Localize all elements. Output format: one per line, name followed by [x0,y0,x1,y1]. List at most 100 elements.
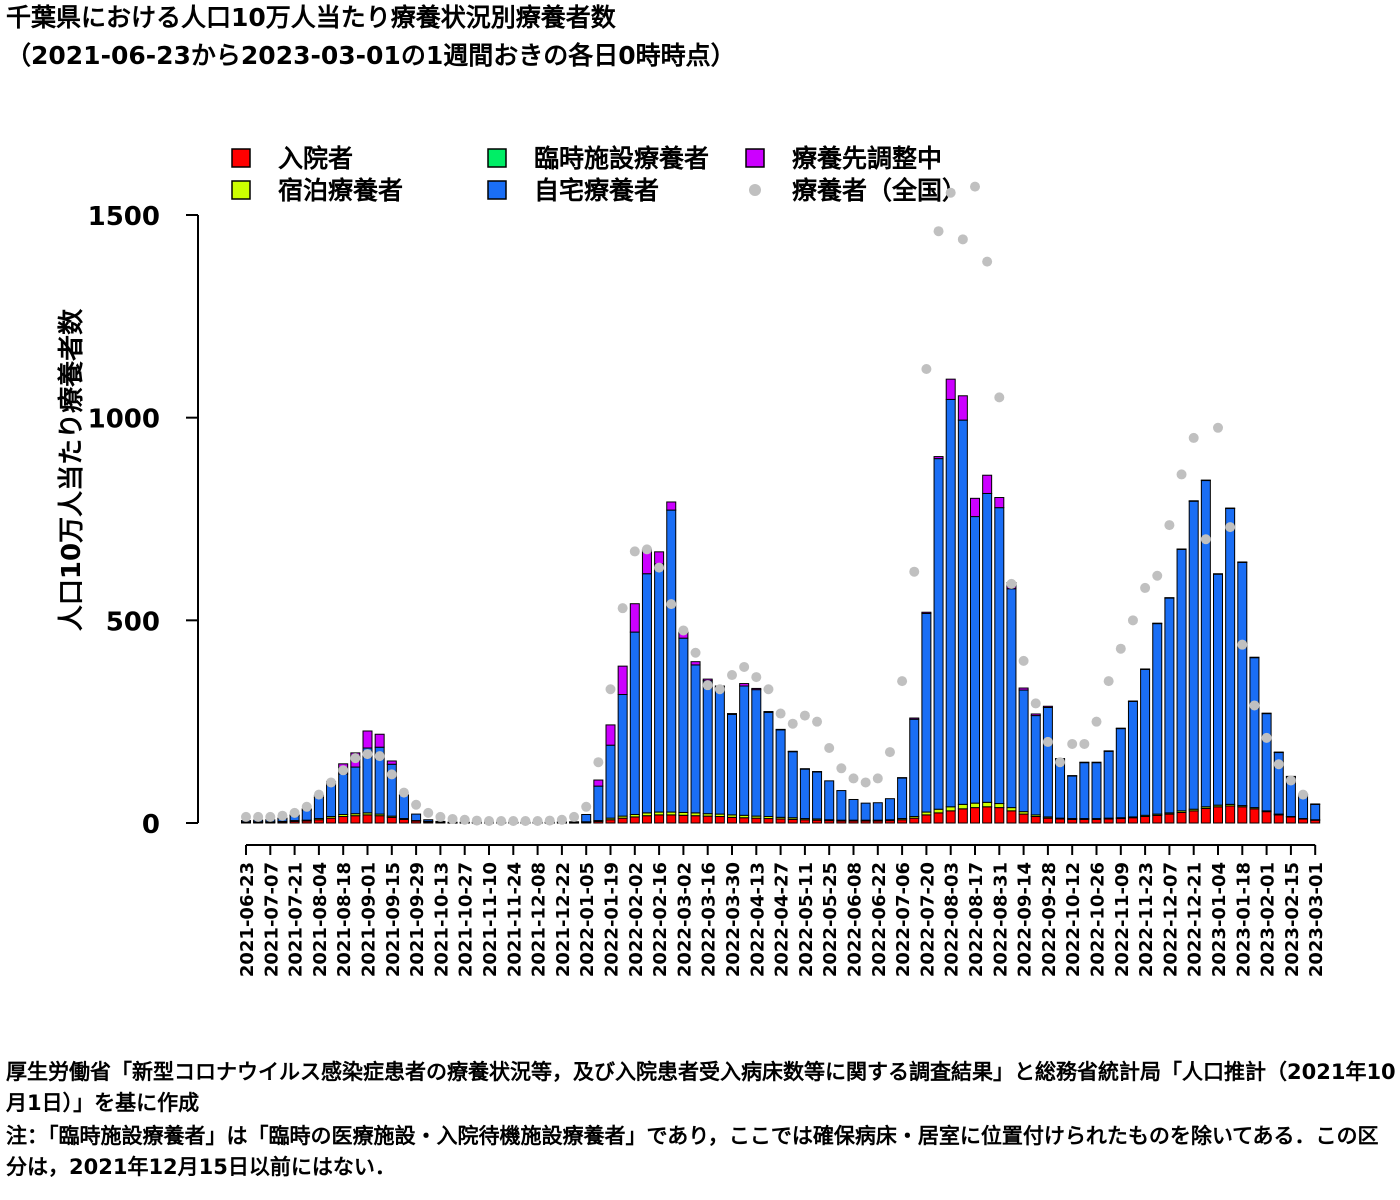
national-dot [581,802,591,812]
bar-hospitalized [1007,811,1016,823]
national-dot [460,815,470,825]
bar-adjusting [606,725,615,745]
national-dot [1189,433,1199,443]
bar-adjusting [1238,562,1247,563]
x-tick-label: 2022-10-12 [1063,862,1084,977]
national-dot [1274,759,1284,769]
bar-hospitalized [764,819,773,823]
bar-stack [934,457,943,823]
bar-home [934,459,943,810]
bar-adjusting [910,718,919,719]
national-dot [375,751,385,761]
national-dot [618,603,628,613]
bar-hospitalized [1128,818,1137,823]
x-tick-label: 2023-02-01 [1258,862,1279,977]
bar-home [1031,716,1040,815]
bar-hospitalized [1238,807,1247,823]
bar-stack [1201,480,1210,823]
national-dot [946,188,956,198]
bar-hospitalized [1274,815,1283,823]
bar-stack [800,769,809,823]
national-dot [630,546,640,556]
x-tick-label: 2021-10-13 [431,862,452,977]
bar-hospitalized [1092,819,1101,823]
bar-stack [606,725,615,823]
bar-hospitalized [728,817,737,823]
bar-adjusting [995,498,1004,508]
bar-home [958,420,967,804]
bar-adjusting [1141,669,1150,670]
bar-adjusting [776,729,785,730]
bar-hospitalized [1104,819,1113,823]
bar-adjusting [1104,751,1113,752]
bar-home [740,686,749,815]
x-tick-label: 2022-03-16 [699,862,720,977]
x-tick-label: 2021-11-24 [504,862,525,977]
bar-home [594,786,603,820]
bar-adjusting [1031,714,1040,716]
bar-home [1128,701,1137,817]
x-tick-label: 2021-12-22 [553,862,574,977]
bar-stack [424,820,433,823]
bar-stack [703,679,712,823]
bar-hospitalized [399,819,408,823]
bar-hospitalized [740,818,749,823]
national-dot [350,753,360,763]
bar-adjusting [1189,501,1198,502]
national-dot [739,662,749,672]
bar-stack [679,632,688,823]
x-tick-label: 2021-10-27 [456,862,477,977]
bar-hospitalized [1043,818,1052,823]
bar-hotel [934,809,943,813]
national-dot [302,802,312,812]
bar-home [1177,549,1186,810]
national-dot [241,812,251,822]
national-dot [423,808,433,818]
x-tick-label: 2022-11-09 [1112,862,1133,977]
source-note: 厚生労働省「新型コロナウイルス感染症患者の療養状況等，及び入院患者受入病床数等に… [6,1057,1396,1119]
bar-home [667,510,676,812]
bar-home [679,638,688,812]
y-tick-label: 1000 [88,405,160,435]
legend-swatch [488,149,506,167]
bar-home [399,795,408,818]
y-tick-label: 500 [106,607,160,637]
x-tick-label: 2023-01-18 [1233,862,1254,977]
legend-swatch [232,181,250,199]
x-tick-label: 2022-01-19 [602,862,623,977]
national-dot [1019,656,1029,666]
x-tick-label: 2022-04-27 [772,862,793,977]
bar-hospitalized [1201,808,1210,823]
bar-home [825,781,834,820]
bar-hospitalized [1019,814,1028,823]
bar-home [837,791,846,821]
bar-hospitalized [946,811,955,823]
bar-stack [873,803,882,823]
bar-hospitalized [1214,807,1223,823]
x-tick-label: 2022-09-28 [1039,862,1060,977]
bar-stack [691,662,700,823]
bar-home [800,769,809,818]
national-dot [1201,534,1211,544]
bar-adjusting [1165,598,1174,599]
chart-canvas: 入院者 臨時施設療養者 療養先調整中宿泊療養者 自宅療養者 療養者（全国） 050010… [0,0,1400,1040]
bar-stack [922,612,931,823]
x-tick-label: 2022-05-25 [820,862,841,977]
national-dot [824,743,834,753]
bar-hospitalized [1068,819,1077,823]
national-dot [1116,644,1126,654]
x-tick-label: 2021-09-01 [359,862,380,977]
bar-stack [1311,804,1320,823]
bar-hospitalized [655,815,664,823]
bar-adjusting [971,498,980,516]
bar-hospitalized [363,815,372,823]
x-tick-label: 2022-02-16 [650,862,671,977]
national-dot [1213,423,1223,433]
national-dot [1031,698,1041,708]
national-dot [290,808,300,818]
bar-home [412,814,421,820]
bar-stack [642,549,651,823]
bar-home [873,803,882,820]
national-dot [1262,733,1272,743]
bar-hospitalized [1177,812,1186,823]
